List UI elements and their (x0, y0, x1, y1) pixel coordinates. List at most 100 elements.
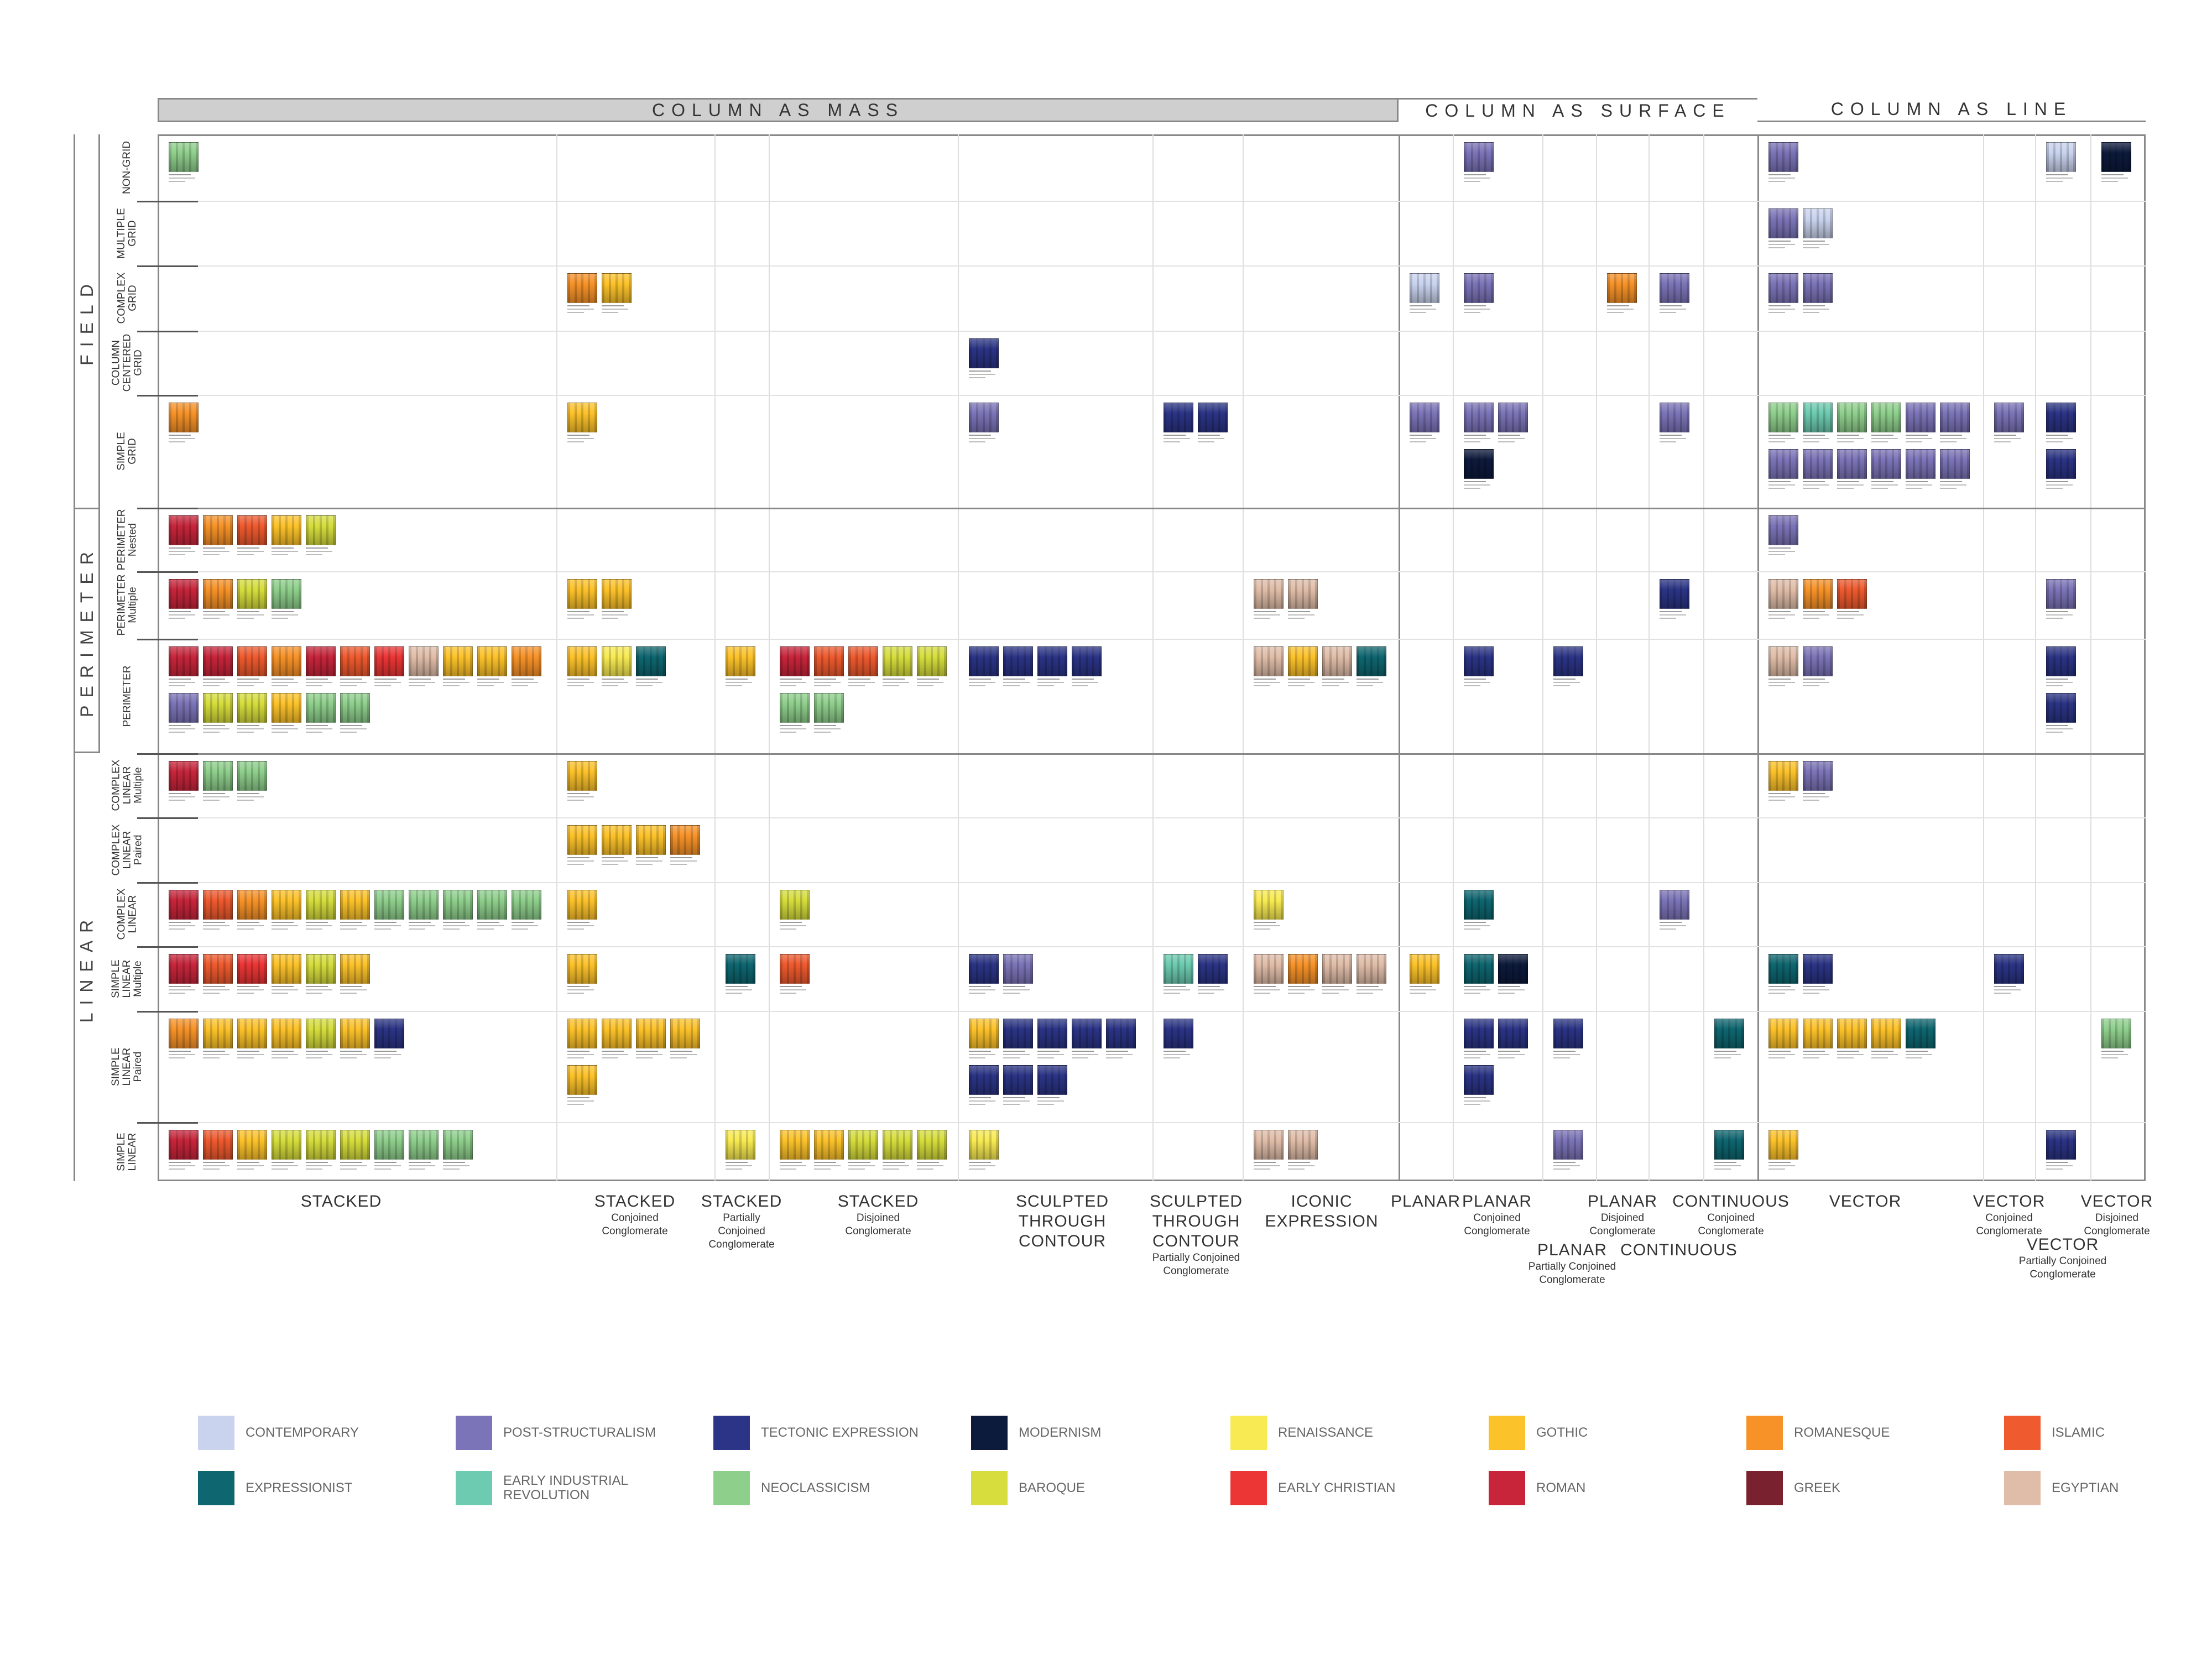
building-thumbnail[interactable] (306, 1130, 336, 1171)
building-thumbnail[interactable] (917, 1130, 947, 1171)
building-thumbnail[interactable] (780, 954, 810, 995)
building-thumbnail[interactable] (1037, 1019, 1067, 1060)
building-thumbnail[interactable] (602, 646, 632, 687)
building-thumbnail[interactable] (1940, 449, 1970, 490)
building-thumbnail[interactable] (340, 954, 370, 995)
building-thumbnail[interactable] (1803, 403, 1833, 444)
building-thumbnail[interactable] (512, 890, 541, 931)
building-thumbnail[interactable] (340, 693, 370, 734)
building-thumbnail[interactable] (237, 1130, 267, 1171)
building-thumbnail[interactable] (169, 403, 199, 444)
building-thumbnail[interactable] (237, 761, 267, 802)
building-thumbnail[interactable] (443, 1130, 473, 1171)
building-thumbnail[interactable] (203, 693, 233, 734)
building-thumbnail[interactable] (1803, 208, 1833, 249)
building-thumbnail[interactable] (1768, 449, 1798, 490)
building-thumbnail[interactable] (1464, 646, 1494, 687)
building-thumbnail[interactable] (1464, 1065, 1494, 1106)
building-thumbnail[interactable] (2046, 403, 2076, 444)
building-thumbnail[interactable] (567, 1019, 597, 1060)
building-thumbnail[interactable] (567, 1065, 597, 1106)
building-thumbnail[interactable] (814, 1130, 844, 1171)
building-thumbnail[interactable] (2046, 449, 2076, 490)
building-thumbnail[interactable] (1037, 1065, 1067, 1106)
building-thumbnail[interactable] (1871, 403, 1901, 444)
building-thumbnail[interactable] (203, 890, 233, 931)
building-thumbnail[interactable] (2046, 579, 2076, 620)
building-thumbnail[interactable] (374, 890, 404, 931)
building-thumbnail[interactable] (848, 1130, 878, 1171)
building-thumbnail[interactable] (1254, 1130, 1284, 1171)
building-thumbnail[interactable] (272, 579, 301, 620)
building-thumbnail[interactable] (1768, 208, 1798, 249)
building-thumbnail[interactable] (169, 646, 199, 687)
building-thumbnail[interactable] (1768, 646, 1798, 687)
building-thumbnail[interactable] (169, 890, 199, 931)
building-thumbnail[interactable] (1003, 954, 1033, 995)
building-thumbnail[interactable] (169, 515, 199, 556)
building-thumbnail[interactable] (602, 1019, 632, 1060)
building-thumbnail[interactable] (203, 646, 233, 687)
building-thumbnail[interactable] (1464, 1019, 1494, 1060)
building-thumbnail[interactable] (1714, 1019, 1744, 1060)
building-thumbnail[interactable] (409, 646, 439, 687)
building-thumbnail[interactable] (1254, 579, 1284, 620)
building-thumbnail[interactable] (848, 646, 878, 687)
building-thumbnail[interactable] (602, 579, 632, 620)
building-thumbnail[interactable] (567, 954, 597, 995)
building-thumbnail[interactable] (374, 1019, 404, 1060)
building-thumbnail[interactable] (1164, 403, 1193, 444)
building-thumbnail[interactable] (814, 693, 844, 734)
building-thumbnail[interactable] (2046, 646, 2076, 687)
building-thumbnail[interactable] (780, 1130, 810, 1171)
building-thumbnail[interactable] (203, 1019, 233, 1060)
building-thumbnail[interactable] (636, 646, 666, 687)
building-thumbnail[interactable] (567, 273, 597, 314)
building-thumbnail[interactable] (567, 403, 597, 444)
building-thumbnail[interactable] (169, 954, 199, 995)
building-thumbnail[interactable] (670, 825, 700, 866)
building-thumbnail[interactable] (1288, 646, 1318, 687)
building-thumbnail[interactable] (1498, 954, 1528, 995)
building-thumbnail[interactable] (969, 403, 999, 444)
building-thumbnail[interactable] (203, 954, 233, 995)
building-thumbnail[interactable] (2046, 1130, 2076, 1171)
building-thumbnail[interactable] (340, 1130, 370, 1171)
building-thumbnail[interactable] (306, 646, 336, 687)
building-thumbnail[interactable] (780, 646, 810, 687)
building-thumbnail[interactable] (512, 646, 541, 687)
building-thumbnail[interactable] (2046, 693, 2076, 734)
building-thumbnail[interactable] (272, 693, 301, 734)
building-thumbnail[interactable] (203, 1130, 233, 1171)
building-thumbnail[interactable] (1803, 273, 1833, 314)
building-thumbnail[interactable] (814, 646, 844, 687)
building-thumbnail[interactable] (1803, 646, 1833, 687)
building-thumbnail[interactable] (670, 1019, 700, 1060)
building-thumbnail[interactable] (340, 890, 370, 931)
building-thumbnail[interactable] (1164, 1019, 1193, 1060)
building-thumbnail[interactable] (1072, 1019, 1102, 1060)
building-thumbnail[interactable] (1906, 403, 1936, 444)
building-thumbnail[interactable] (477, 646, 507, 687)
building-thumbnail[interactable] (1660, 890, 1689, 931)
building-thumbnail[interactable] (1660, 579, 1689, 620)
building-thumbnail[interactable] (374, 1130, 404, 1171)
building-thumbnail[interactable] (1553, 1019, 1583, 1060)
building-thumbnail[interactable] (2046, 142, 2076, 183)
building-thumbnail[interactable] (203, 579, 233, 620)
building-thumbnail[interactable] (237, 890, 267, 931)
building-thumbnail[interactable] (1464, 890, 1494, 931)
building-thumbnail[interactable] (409, 1130, 439, 1171)
building-thumbnail[interactable] (306, 1019, 336, 1060)
building-thumbnail[interactable] (237, 579, 267, 620)
building-thumbnail[interactable] (969, 338, 999, 379)
building-thumbnail[interactable] (1003, 646, 1033, 687)
building-thumbnail[interactable] (272, 515, 301, 556)
building-thumbnail[interactable] (1768, 1130, 1798, 1171)
building-thumbnail[interactable] (1871, 449, 1901, 490)
building-thumbnail[interactable] (1607, 273, 1637, 314)
building-thumbnail[interactable] (567, 890, 597, 931)
building-thumbnail[interactable] (1037, 646, 1067, 687)
building-thumbnail[interactable] (169, 142, 199, 183)
building-thumbnail[interactable] (1837, 1019, 1867, 1060)
